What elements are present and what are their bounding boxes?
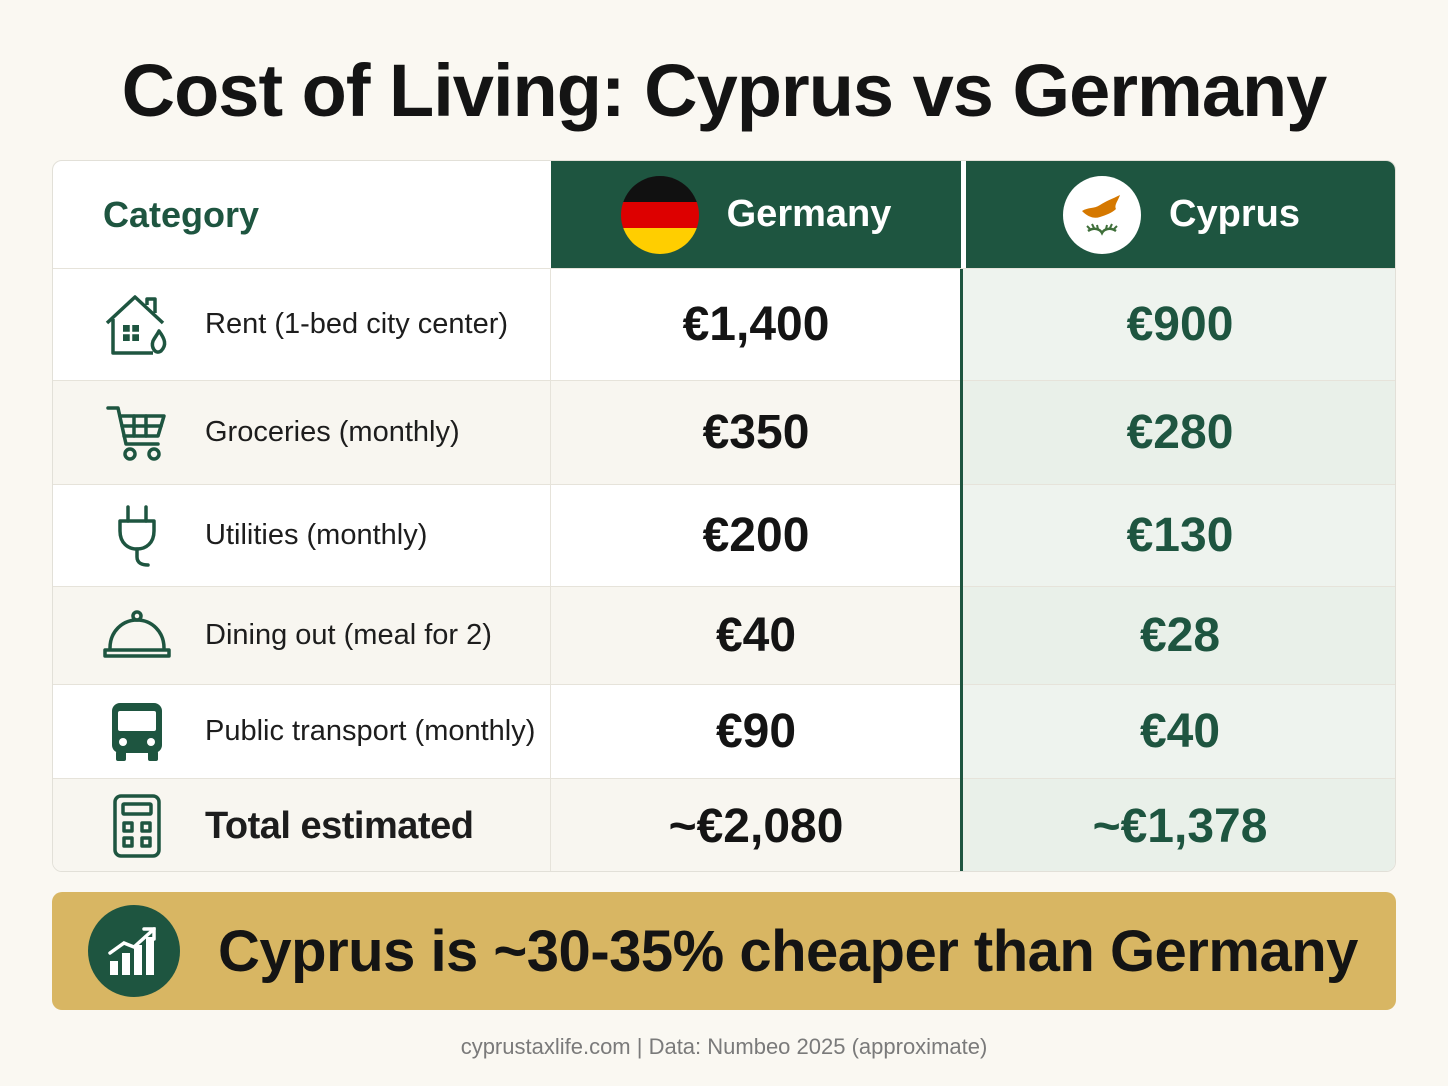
cyprus-value-cell: €130 bbox=[963, 485, 1395, 586]
category-cell: Rent (1-bed city center) bbox=[53, 269, 551, 380]
shopping-cart-icon bbox=[99, 402, 175, 464]
header-category-cell: Category bbox=[53, 161, 551, 268]
page-title: Cost of Living: Cyprus vs Germany bbox=[121, 49, 1328, 132]
cyprus-value: €900 bbox=[1126, 298, 1234, 351]
table-row: Dining out (meal for 2) €40 €28 bbox=[53, 587, 1395, 685]
table-header-row: Category Germany Cyprus bbox=[53, 161, 1395, 269]
category-label: Total estimated bbox=[205, 804, 474, 847]
germany-value-cell: €90 bbox=[551, 685, 961, 778]
header-category-label: Category bbox=[103, 193, 260, 235]
cyprus-value-cell: €40 bbox=[963, 685, 1395, 778]
header-germany-cell: Germany bbox=[551, 161, 961, 268]
germany-value: €200 bbox=[702, 509, 810, 562]
table-row: Utilities (monthly) €200 €130 bbox=[53, 485, 1395, 587]
cyprus-value-cell: ~€1,378 bbox=[963, 779, 1395, 871]
category-cell: Total estimated bbox=[53, 779, 551, 871]
header-cyprus-cell: Cyprus bbox=[963, 161, 1395, 268]
germany-value-cell: €1,400 bbox=[551, 269, 961, 380]
comparison-table: Category Germany Cyprus bbox=[52, 160, 1396, 872]
bus-icon bbox=[99, 701, 175, 763]
cyprus-value: €28 bbox=[1139, 609, 1221, 662]
column-divider bbox=[960, 269, 963, 871]
germany-value-cell: €200 bbox=[551, 485, 961, 586]
germany-value: €90 bbox=[715, 705, 797, 758]
cyprus-value: €280 bbox=[1126, 406, 1234, 459]
table-row: Groceries (monthly) €350 €280 bbox=[53, 381, 1395, 485]
source-footer: cyprustaxlife.com | Data: Numbeo 2025 (a… bbox=[460, 1034, 988, 1059]
calculator-icon bbox=[99, 793, 175, 859]
summary-banner: Cyprus is ~30-35% cheaper than Germany bbox=[52, 892, 1396, 1010]
cyprus-value: €40 bbox=[1139, 705, 1221, 758]
germany-value-cell: €40 bbox=[551, 587, 961, 684]
table-row-total: Total estimated ~€2,080 ~€1,378 bbox=[53, 779, 1395, 871]
cyprus-value: ~€1,378 bbox=[1092, 799, 1268, 853]
growth-chart-icon bbox=[88, 905, 180, 997]
cyprus-value-cell: €280 bbox=[963, 381, 1395, 484]
cyprus-flag-icon bbox=[1063, 175, 1142, 254]
category-cell: Utilities (monthly) bbox=[53, 485, 551, 586]
cyprus-value: €130 bbox=[1126, 509, 1234, 562]
germany-value: €40 bbox=[715, 609, 797, 662]
cloche-icon bbox=[99, 608, 175, 664]
house-icon bbox=[99, 291, 175, 359]
category-label: Groceries (monthly) bbox=[205, 416, 460, 448]
category-label: Utilities (monthly) bbox=[205, 519, 428, 551]
cyprus-value-cell: €900 bbox=[963, 269, 1395, 380]
category-label: Dining out (meal for 2) bbox=[205, 619, 492, 651]
category-cell: Public transport (monthly) bbox=[53, 685, 551, 778]
category-label: Public transport (monthly) bbox=[205, 715, 536, 747]
plug-icon bbox=[99, 503, 175, 569]
header-cyprus-label: Cyprus bbox=[1169, 193, 1300, 235]
summary-text: Cyprus is ~30-35% cheaper than Germany bbox=[218, 918, 1358, 984]
germany-value-cell: €350 bbox=[551, 381, 961, 484]
germany-value-cell: ~€2,080 bbox=[551, 779, 961, 871]
category-label: Rent (1-bed city center) bbox=[205, 308, 509, 340]
table-row: Public transport (monthly) €90 €40 bbox=[53, 685, 1395, 779]
table-row: Rent (1-bed city center) €1,400 €900 bbox=[53, 269, 1395, 381]
germany-value: €1,400 bbox=[682, 298, 830, 351]
germany-value: €350 bbox=[702, 406, 810, 459]
cyprus-value-cell: €28 bbox=[963, 587, 1395, 684]
germany-value: ~€2,080 bbox=[668, 799, 844, 853]
category-cell: Dining out (meal for 2) bbox=[53, 587, 551, 684]
germany-flag-icon bbox=[620, 175, 699, 254]
header-germany-label: Germany bbox=[726, 193, 892, 235]
category-cell: Groceries (monthly) bbox=[53, 381, 551, 484]
